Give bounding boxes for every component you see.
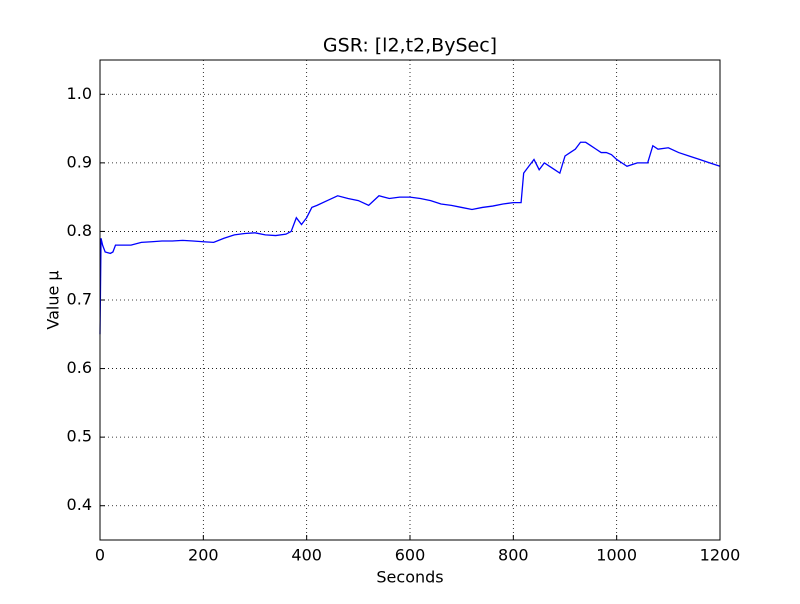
y-tick-label: 0.7 — [67, 290, 92, 309]
x-tick-label: 600 — [395, 546, 426, 565]
y-tick-label: 0.5 — [67, 427, 92, 446]
x-tick-label: 400 — [291, 546, 322, 565]
x-tick-label: 800 — [498, 546, 529, 565]
series-line — [99, 141, 721, 335]
y-tick-label: 0.8 — [67, 221, 92, 240]
x-tick-label: 1200 — [700, 546, 741, 565]
y-tick-label: 1.0 — [67, 84, 92, 103]
y-tick-label: 0.9 — [67, 152, 92, 171]
x-tick-label: 1000 — [596, 546, 637, 565]
chart-title: GSR: [l2,t2,BySec] — [323, 35, 497, 57]
y-axis-label: Value μ — [44, 270, 63, 329]
y-tick-label: 0.4 — [67, 495, 92, 514]
x-tick-label: 0 — [95, 546, 105, 565]
x-axis-label: Seconds — [376, 568, 443, 587]
y-tick-label: 0.6 — [67, 358, 92, 377]
x-tick-label: 200 — [188, 546, 219, 565]
plot-frame — [99, 59, 721, 541]
